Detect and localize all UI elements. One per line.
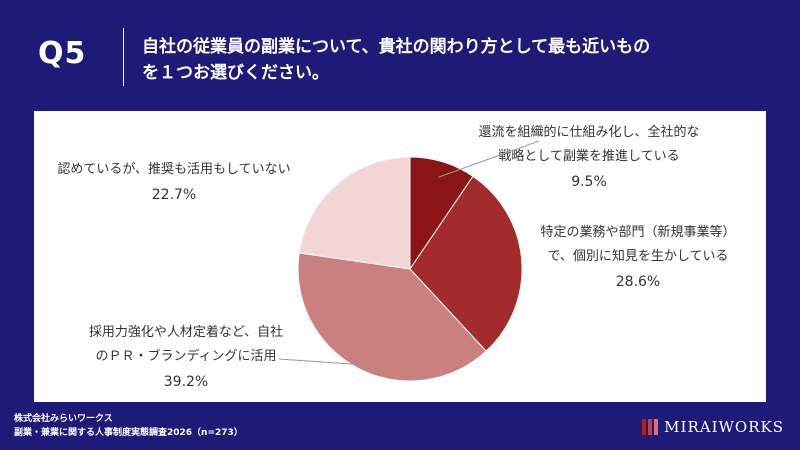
leader-line bbox=[278, 358, 360, 366]
brand-mark-bar bbox=[654, 419, 659, 435]
header: Q5 自社の従業員の副業について、貴社の関わり方として最も近いもの を１つお選び… bbox=[0, 0, 800, 108]
leader-line bbox=[438, 140, 540, 178]
slice-label-text: 認めているが、推奨も活用もしていない bbox=[57, 161, 290, 177]
brand-mark-bar bbox=[648, 419, 653, 435]
brand-name: MIRAIWORKS bbox=[664, 418, 784, 436]
slice-label-1: 特定の業務や部門（新規事業等） で、個別に知見を生かしている 28.6% bbox=[540, 224, 735, 290]
slice-label-text: 特定の業務や部門（新規事業等） bbox=[540, 224, 735, 240]
question-number: Q5 bbox=[38, 36, 87, 71]
slice-label-text: で、個別に知見を生かしている bbox=[547, 248, 728, 264]
footer-survey: 副業・兼業に関する人事制度実態調査2026（n=273） bbox=[14, 428, 243, 438]
brand-logo: MIRAIWORKS bbox=[642, 418, 784, 436]
slice-label-text: 採用力強化や人材定着など、自社 bbox=[89, 324, 283, 340]
slice-label-text: 還流を組織的に仕組み化し、全社的な bbox=[478, 124, 699, 140]
slice-value-label: 9.5% bbox=[571, 174, 607, 190]
pie-slice-1 bbox=[409, 175, 523, 352]
question-line-1: 自社の従業員の副業について、貴社の関わり方として最も近いもの bbox=[142, 37, 651, 57]
pie-slice-3 bbox=[298, 156, 411, 270]
slice-label-text: のＰＲ・ブランディングに活用 bbox=[95, 348, 276, 364]
slice-value-label: 28.6% bbox=[616, 274, 660, 290]
brand-mark-icon bbox=[642, 419, 659, 435]
slice-label-text: 戦略として副業を推進している bbox=[498, 148, 679, 164]
pie-slice-2 bbox=[297, 252, 487, 382]
footer-source: 株式会社みらいワークス 副業・兼業に関する人事制度実態調査2026（n=273） bbox=[14, 412, 243, 440]
question-line-2: を１つお選びください。 bbox=[142, 63, 329, 83]
slice-value-label: 22.7% bbox=[152, 187, 196, 203]
slice-value-label: 39.2% bbox=[164, 374, 208, 390]
slice-label-3: 認めているが、推奨も活用もしていない 22.7% bbox=[57, 161, 290, 203]
header-divider bbox=[123, 28, 124, 86]
chart-panel: 還流を組織的に仕組み化し、全社的な 戦略として副業を推進している 9.5% 特定の業務… bbox=[34, 111, 766, 402]
question-text: 自社の従業員の副業について、貴社の関わり方として最も近いもの を１つお選びくださ… bbox=[142, 34, 762, 86]
footer-company: 株式会社みらいワークス bbox=[14, 414, 113, 424]
brand-mark-bar bbox=[642, 419, 647, 435]
